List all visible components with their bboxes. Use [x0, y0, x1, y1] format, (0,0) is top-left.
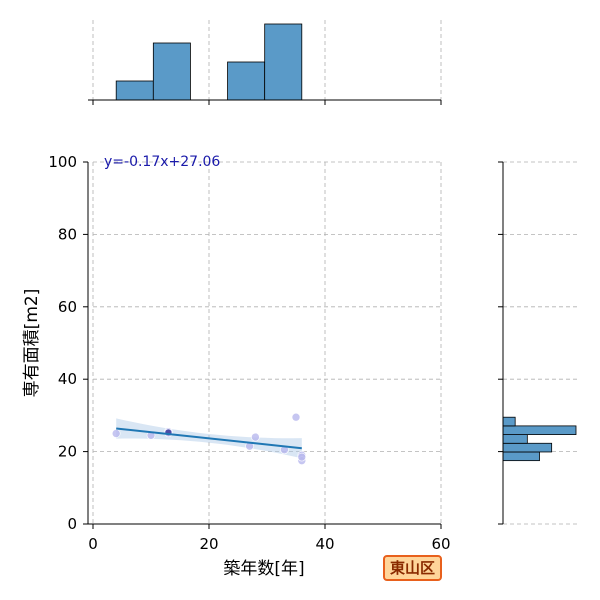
- area-badge: 東山区: [383, 555, 443, 581]
- x-histogram-bar: [152, 42, 191, 101]
- x-tick-label: 40: [315, 535, 334, 553]
- scatter-point: [297, 452, 307, 462]
- y-tick-label: 60: [58, 298, 77, 316]
- axes-layer: [83, 99, 504, 529]
- y-tick-label: 100: [48, 153, 77, 171]
- regression-equation: y=-0.17x+27.06: [104, 154, 220, 170]
- y-histogram-bar: [502, 416, 516, 427]
- y-marginal-histogram: [502, 416, 577, 462]
- right-histogram-grid: [503, 161, 580, 525]
- scatter-point: [111, 429, 121, 438]
- x-tick-label: 0: [88, 535, 98, 553]
- x-marginal-histogram: [115, 23, 303, 101]
- x-histogram-bar: [264, 23, 303, 101]
- x-axis-label: 築年数[年]: [223, 559, 304, 579]
- x-tick-label: 20: [199, 535, 218, 553]
- main-grid: [92, 161, 442, 525]
- y-histogram-bar: [502, 442, 553, 453]
- tick-labels-layer: 0 20 40 60 0 20 40 60 80 100: [48, 153, 450, 553]
- y-axis-label: 専有面積[m2]: [22, 289, 42, 398]
- scatter-point: [291, 412, 301, 422]
- y-tick-label: 0: [67, 515, 77, 533]
- top-histogram-grid: [92, 20, 442, 100]
- scatter-point: [251, 432, 260, 442]
- x-tick-label: 60: [431, 535, 450, 553]
- y-tick-label: 40: [58, 370, 77, 388]
- y-tick-label: 80: [58, 225, 77, 243]
- x-histogram-bar: [227, 61, 266, 101]
- regression-line: [116, 427, 302, 450]
- y-tick-label: 20: [58, 443, 77, 461]
- x-histogram-bar: [115, 80, 154, 101]
- y-histogram-bar: [502, 425, 577, 435]
- y-histogram-bar: [502, 434, 528, 444]
- y-histogram-bar: [502, 451, 540, 462]
- regression-line-layer: [116, 427, 302, 450]
